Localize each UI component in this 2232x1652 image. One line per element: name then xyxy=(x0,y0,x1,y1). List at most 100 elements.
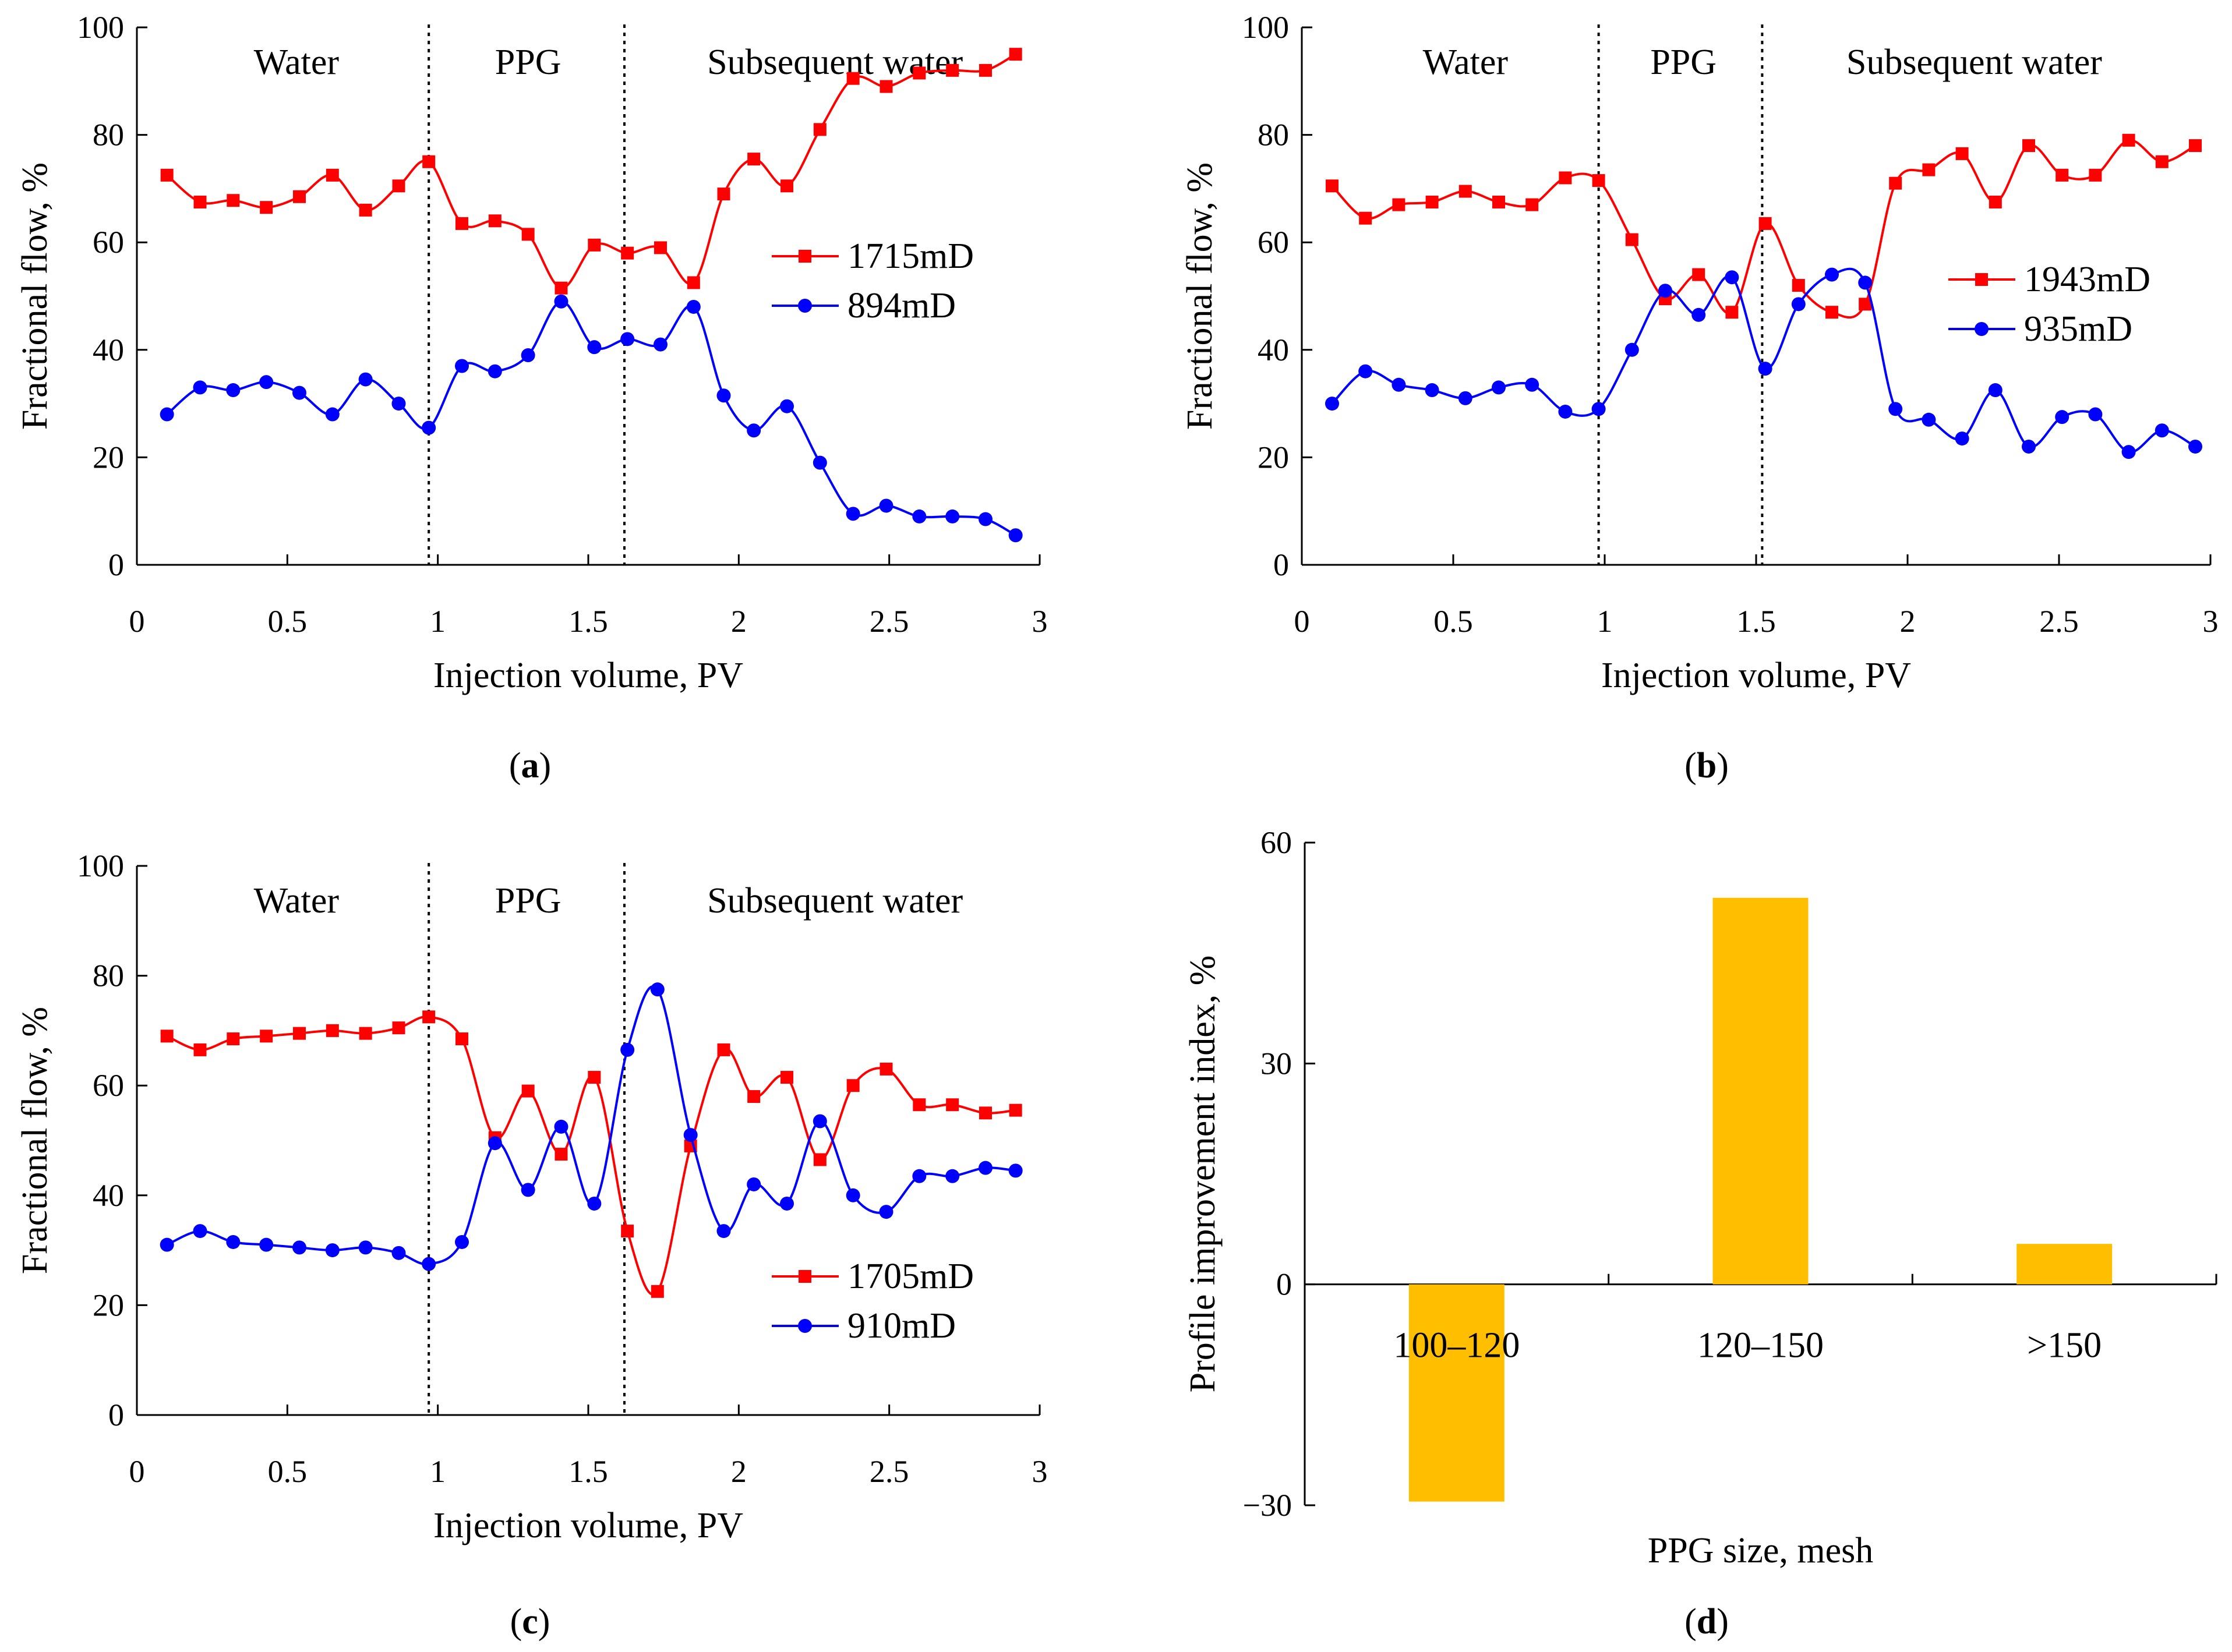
chart-panel-c: 0 20 40 60 80 100 0 0.5 1 1.5 2 2.5 3 Injection volum… xyxy=(15,848,1048,1545)
data-point-circle xyxy=(747,1177,761,1191)
data-point-circle xyxy=(2022,439,2036,454)
data-point-square xyxy=(293,190,306,203)
panel-label-d: (d) xyxy=(1684,1602,1729,1642)
data-point-circle xyxy=(160,407,174,422)
data-point-square xyxy=(813,123,827,136)
data-point-square xyxy=(359,203,372,217)
data-point-circle xyxy=(587,340,602,355)
data-point-square xyxy=(588,238,601,252)
x-tick-label: 0.5 xyxy=(268,604,308,639)
data-point-square xyxy=(2056,168,2069,182)
legend-label: 935mD xyxy=(2024,309,2132,349)
data-point-square xyxy=(880,80,893,93)
legend-label: 1705mD xyxy=(847,1257,974,1296)
x-tick-label: 0.5 xyxy=(1433,604,1473,639)
data-point-square xyxy=(422,155,436,168)
phase-label: PPG xyxy=(495,43,561,82)
y-tick-label: 100 xyxy=(1242,10,1289,45)
data-point-circle xyxy=(259,1237,274,1252)
data-point-circle xyxy=(1591,402,1606,416)
data-point-square xyxy=(687,276,700,289)
y-axis-title: Fractional flow, % xyxy=(15,162,55,430)
data-point-circle xyxy=(1458,391,1472,405)
x-tick-label: 2.5 xyxy=(2039,604,2079,639)
x-tick-label: 1.5 xyxy=(1736,604,1776,639)
series-line-910mD xyxy=(166,985,1016,1265)
data-point-square xyxy=(260,201,273,214)
legend-marker-square xyxy=(799,250,811,263)
data-point-circle xyxy=(2121,445,2136,459)
data-point-circle xyxy=(325,407,340,422)
x-axis-title: Injection volume, PV xyxy=(433,1506,743,1545)
x-tick-label: 0.5 xyxy=(268,1454,308,1489)
data-point-square xyxy=(326,168,339,182)
data-point-square xyxy=(846,1079,860,1092)
data-point-square xyxy=(160,1030,174,1043)
data-point-square xyxy=(521,1084,535,1098)
data-point-circle xyxy=(1525,377,1539,392)
data-point-square xyxy=(455,1032,468,1046)
data-point-circle xyxy=(846,507,860,521)
data-point-circle xyxy=(747,423,761,438)
data-point-circle xyxy=(716,388,731,403)
x-tick-label: 1 xyxy=(430,604,446,639)
data-point-square xyxy=(359,1027,372,1040)
legend-marker-circle xyxy=(798,299,812,313)
data-point-square xyxy=(392,179,405,193)
phase-label: Water xyxy=(254,43,340,82)
data-point-square xyxy=(555,1148,568,1161)
data-point-square xyxy=(781,1071,793,1084)
data-point-square xyxy=(1492,195,1505,208)
data-point-square xyxy=(227,194,240,207)
y-tick-label: 60 xyxy=(1258,225,1289,260)
data-point-circle xyxy=(422,420,436,435)
x-tick-label: 1 xyxy=(1597,604,1613,639)
data-point-square xyxy=(1559,171,1572,185)
x-tick-label: 2.5 xyxy=(870,604,909,639)
data-point-square xyxy=(1989,195,2002,208)
data-point-circle xyxy=(325,1243,340,1258)
data-point-circle xyxy=(1922,412,1936,427)
data-point-square xyxy=(1889,176,1902,190)
data-point-square xyxy=(1758,217,1772,230)
x-axis-title: Injection volume, PV xyxy=(1601,656,1911,695)
data-point-circle xyxy=(620,1042,635,1057)
data-point-square xyxy=(747,1090,761,1103)
data-point-circle xyxy=(391,397,406,411)
data-point-circle xyxy=(1791,297,1806,312)
data-point-circle xyxy=(2155,423,2169,438)
data-point-circle xyxy=(846,1188,860,1202)
y-tick-label: 0 xyxy=(108,1398,124,1432)
data-point-square xyxy=(1326,179,1339,193)
data-point-square xyxy=(651,1285,664,1298)
x-tick-label: 0 xyxy=(129,1454,145,1489)
data-point-square xyxy=(747,153,761,166)
data-point-circle xyxy=(813,455,827,470)
y-axis-title: Profile improvement index, % xyxy=(1183,956,1223,1393)
data-point-square xyxy=(455,217,468,230)
data-point-square xyxy=(392,1021,405,1035)
data-point-circle xyxy=(160,1237,174,1252)
x-tick-label: 2 xyxy=(731,1454,747,1489)
data-point-circle xyxy=(683,1128,698,1142)
data-point-circle xyxy=(455,359,469,373)
y-tick-label: 0 xyxy=(1273,547,1289,582)
data-point-circle xyxy=(488,1136,502,1151)
bar-100–120 xyxy=(1408,1284,1505,1502)
data-point-circle xyxy=(879,498,893,513)
data-point-circle xyxy=(358,1240,373,1255)
data-point-square xyxy=(1692,268,1705,281)
data-point-square xyxy=(717,1043,730,1056)
chart-panel-b: 0 20 40 60 80 100 0 0.5 1 1.5 2 2.5 3 Injection volum… xyxy=(1180,10,2219,695)
y-tick-label: 30 xyxy=(1260,1046,1292,1081)
data-point-circle xyxy=(912,1169,927,1183)
y-tick-label: 100 xyxy=(77,848,124,883)
data-point-square xyxy=(781,179,793,193)
y-tick-label: 60 xyxy=(93,225,124,260)
data-point-circle xyxy=(654,337,668,352)
data-point-square xyxy=(846,72,860,85)
data-point-square xyxy=(654,241,667,254)
data-point-square xyxy=(913,66,926,80)
panel-label-a: (a) xyxy=(509,746,551,786)
y-tick-label: 100 xyxy=(77,10,124,45)
